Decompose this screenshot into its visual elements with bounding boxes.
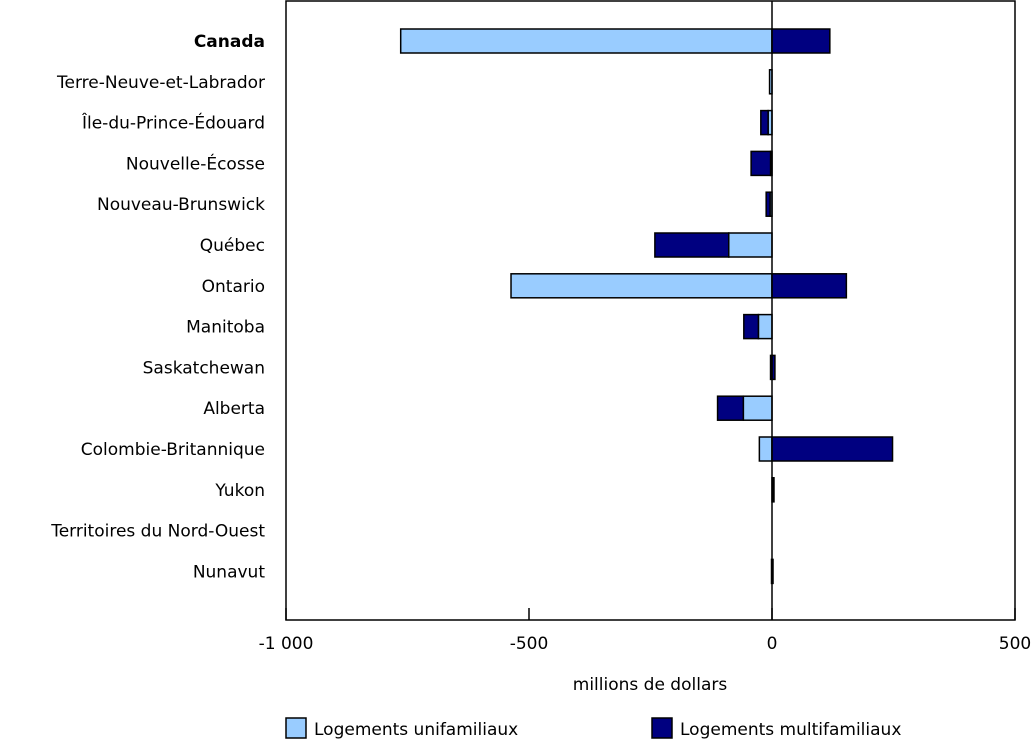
- bar-multifamiliaux-5: [654, 232, 730, 258]
- category-label: Terre-Neuve-et-Labrador: [56, 73, 265, 93]
- category-label: Alberta: [203, 399, 265, 419]
- bar-multifamiliaux-2: [760, 109, 769, 136]
- category-label: Canada: [194, 32, 265, 52]
- legend-swatch-multifamiliaux: [651, 717, 673, 739]
- legend-label: Logements multifamiliaux: [680, 720, 901, 740]
- plot-frame: [285, 0, 1016, 621]
- category-label: Île-du-Prince-Édouard: [81, 112, 265, 134]
- x-tick-label: 500: [999, 634, 1031, 654]
- bar-unifamiliaux-9: [742, 395, 773, 421]
- x-axis-title: millions de dollars: [573, 675, 728, 695]
- legend-swatch-unifamiliaux: [285, 717, 307, 739]
- legend: Logements unifamiliaux Logements multifam…: [285, 717, 901, 740]
- legend-label: Logements unifamiliaux: [314, 720, 518, 740]
- category-label: Territoires du Nord-Ouest: [50, 522, 265, 542]
- bar-multifamiliaux-4: [765, 191, 771, 217]
- x-tick-label: -500: [510, 634, 549, 654]
- bars: [399, 1, 894, 620]
- bar-multifamiliaux-10: [771, 436, 894, 462]
- category-label: Yukon: [214, 481, 265, 501]
- bar-unifamiliaux-10: [758, 436, 773, 462]
- category-label: Nouveau-Brunswick: [97, 195, 265, 215]
- x-axis: -1 000 -500 0 500: [259, 608, 1031, 654]
- bar-multifamiliaux-9: [716, 395, 745, 421]
- category-labels: Canada Terre-Neuve-et-Labrador Île-du-Prin…: [50, 32, 265, 582]
- bar-unifamiliaux-0: [399, 28, 773, 54]
- bar-multifamiliaux-6: [771, 273, 848, 299]
- category-label: Saskatchewan: [143, 358, 265, 378]
- category-label: Québec: [200, 236, 265, 256]
- bar-unifamiliaux-6: [510, 273, 773, 299]
- category-label: Ontario: [202, 277, 265, 297]
- x-tick-label: -1 000: [259, 634, 314, 654]
- category-label: Colombie-Britannique: [81, 440, 265, 460]
- category-label: Manitoba: [186, 318, 265, 338]
- category-label: Nouvelle-Écosse: [126, 152, 265, 174]
- category-label: Nunavut: [193, 562, 266, 582]
- bar-unifamiliaux-5: [727, 232, 773, 258]
- x-tick-label: 0: [767, 634, 778, 654]
- bar-multifamiliaux-7: [743, 313, 760, 340]
- bar-unifamiliaux-7: [757, 313, 773, 340]
- bar-multifamiliaux-0: [771, 28, 831, 54]
- bar-multifamiliaux-3: [750, 150, 772, 177]
